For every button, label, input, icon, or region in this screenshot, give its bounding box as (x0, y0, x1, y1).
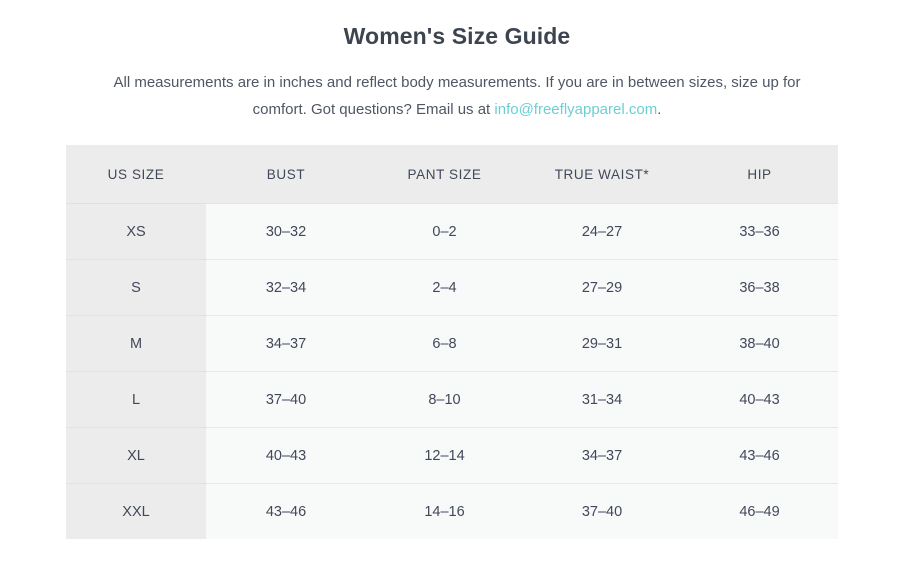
table-header-row: US SIZE BUST PANT SIZE TRUE WAIST* HIP (66, 145, 838, 204)
column-header-bust: BUST (206, 145, 366, 204)
cell-pant-size: 12–14 (366, 427, 523, 484)
table-body: XS 30–32 0–2 24–27 33–36 S 32–34 2–4 27–… (66, 203, 838, 539)
contact-email-link[interactable]: info@freeflyapparel.com (494, 100, 658, 118)
cell-us-size: XXL (66, 483, 206, 539)
cell-true-waist: 29–31 (523, 315, 681, 372)
cell-us-size: XL (66, 427, 206, 484)
size-chart-container: US SIZE BUST PANT SIZE TRUE WAIST* HIP X… (66, 145, 838, 539)
cell-us-size: S (66, 259, 206, 316)
cell-pant-size: 14–16 (366, 483, 523, 539)
column-header-us-size: US SIZE (66, 145, 206, 204)
cell-hip: 40–43 (681, 371, 838, 428)
cell-us-size: XS (66, 203, 206, 260)
table-row: XL 40–43 12–14 34–37 43–46 (66, 427, 838, 484)
cell-true-waist: 31–34 (523, 371, 681, 428)
cell-bust: 30–32 (206, 203, 366, 260)
intro-paragraph: All measurements are in inches and refle… (112, 51, 802, 123)
cell-bust: 40–43 (206, 427, 366, 484)
table-row: S 32–34 2–4 27–29 36–38 (66, 259, 838, 316)
column-header-pant-size: PANT SIZE (366, 145, 523, 204)
cell-true-waist: 27–29 (523, 259, 681, 316)
cell-hip: 43–46 (681, 427, 838, 484)
cell-true-waist: 34–37 (523, 427, 681, 484)
cell-us-size: L (66, 371, 206, 428)
cell-hip: 38–40 (681, 315, 838, 372)
page-title: Women's Size Guide (343, 23, 571, 49)
cell-bust: 43–46 (206, 483, 366, 539)
cell-true-waist: 24–27 (523, 203, 681, 260)
cell-us-size: M (66, 315, 206, 372)
column-header-hip: HIP (681, 145, 838, 204)
table-row: L 37–40 8–10 31–34 40–43 (66, 371, 838, 428)
cell-pant-size: 2–4 (366, 259, 523, 316)
cell-bust: 32–34 (206, 259, 366, 316)
table-row: XXL 43–46 14–16 37–40 46–49 (66, 483, 838, 539)
cell-hip: 33–36 (681, 203, 838, 260)
intro-text-after-link: . (657, 100, 662, 118)
intro-text-before-link: All measurements are in inches and refle… (113, 73, 801, 118)
cell-bust: 34–37 (206, 315, 366, 372)
column-header-true-waist: TRUE WAIST* (523, 145, 681, 204)
cell-hip: 46–49 (681, 483, 838, 539)
table-row: XS 30–32 0–2 24–27 33–36 (66, 203, 838, 260)
cell-pant-size: 8–10 (366, 371, 523, 428)
size-chart-table: US SIZE BUST PANT SIZE TRUE WAIST* HIP X… (66, 145, 838, 539)
cell-pant-size: 6–8 (366, 315, 523, 372)
table-header: US SIZE BUST PANT SIZE TRUE WAIST* HIP (66, 145, 838, 204)
cell-true-waist: 37–40 (523, 483, 681, 539)
table-row: M 34–37 6–8 29–31 38–40 (66, 315, 838, 372)
cell-pant-size: 0–2 (366, 203, 523, 260)
cell-bust: 37–40 (206, 371, 366, 428)
cell-hip: 36–38 (681, 259, 838, 316)
